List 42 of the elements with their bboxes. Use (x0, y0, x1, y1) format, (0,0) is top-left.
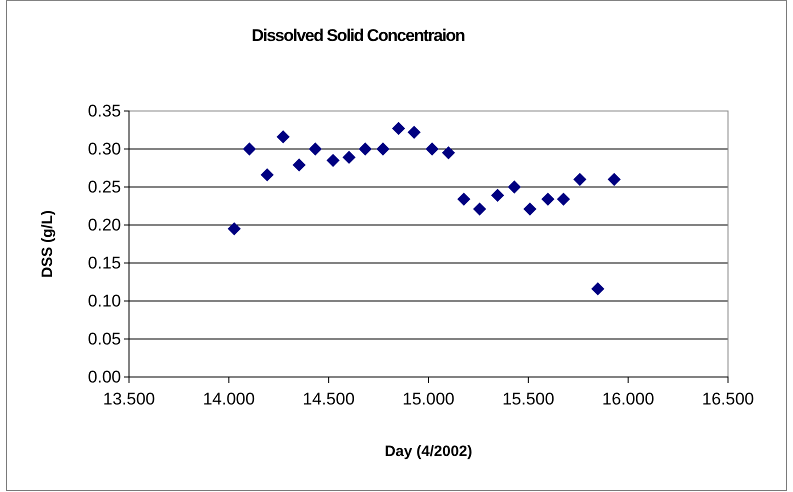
point (573, 172, 586, 186)
x-tick-label: 16.000 (602, 390, 654, 409)
point (523, 202, 536, 216)
point (508, 180, 521, 194)
point (242, 142, 256, 156)
chart-title: Dissolved Solid Concentraion (252, 26, 466, 45)
x-tick-label: 13.500 (103, 390, 155, 409)
point (556, 192, 570, 206)
y-tick-label: 0.15 (88, 253, 121, 272)
y-tick-label: 0.20 (88, 215, 121, 234)
point (392, 122, 406, 136)
point (491, 188, 504, 202)
y-axis-title: DSS (g/L) (39, 210, 56, 278)
point (457, 192, 470, 206)
x-axis-title: Day (4/2002) (384, 443, 472, 460)
point (326, 154, 340, 167)
y-tick-label: 0.35 (88, 101, 121, 120)
point (541, 192, 554, 206)
x-tick-label: 14.500 (302, 390, 355, 409)
point (376, 142, 390, 156)
point (426, 142, 439, 156)
x-tick-label: 16.500 (702, 390, 754, 409)
point (308, 142, 322, 156)
point (276, 130, 290, 144)
x-tick-label: 15.000 (402, 390, 454, 409)
point (408, 126, 421, 139)
point (442, 146, 456, 160)
y-tick-label: 0.00 (88, 367, 121, 386)
point (473, 202, 486, 216)
point (591, 282, 604, 296)
point (260, 168, 274, 182)
y-tick-label: 0.25 (88, 177, 121, 196)
y-tick-label: 0.10 (88, 291, 121, 310)
x-tick-label: 14.000 (202, 390, 255, 409)
y-tick-label: 0.30 (88, 139, 121, 158)
point (358, 142, 372, 156)
point (608, 172, 621, 186)
point (342, 150, 356, 164)
x-tick-label: 15.500 (502, 390, 554, 409)
y-tick-label: 0.05 (88, 329, 121, 348)
point (228, 222, 241, 236)
point (292, 158, 306, 172)
